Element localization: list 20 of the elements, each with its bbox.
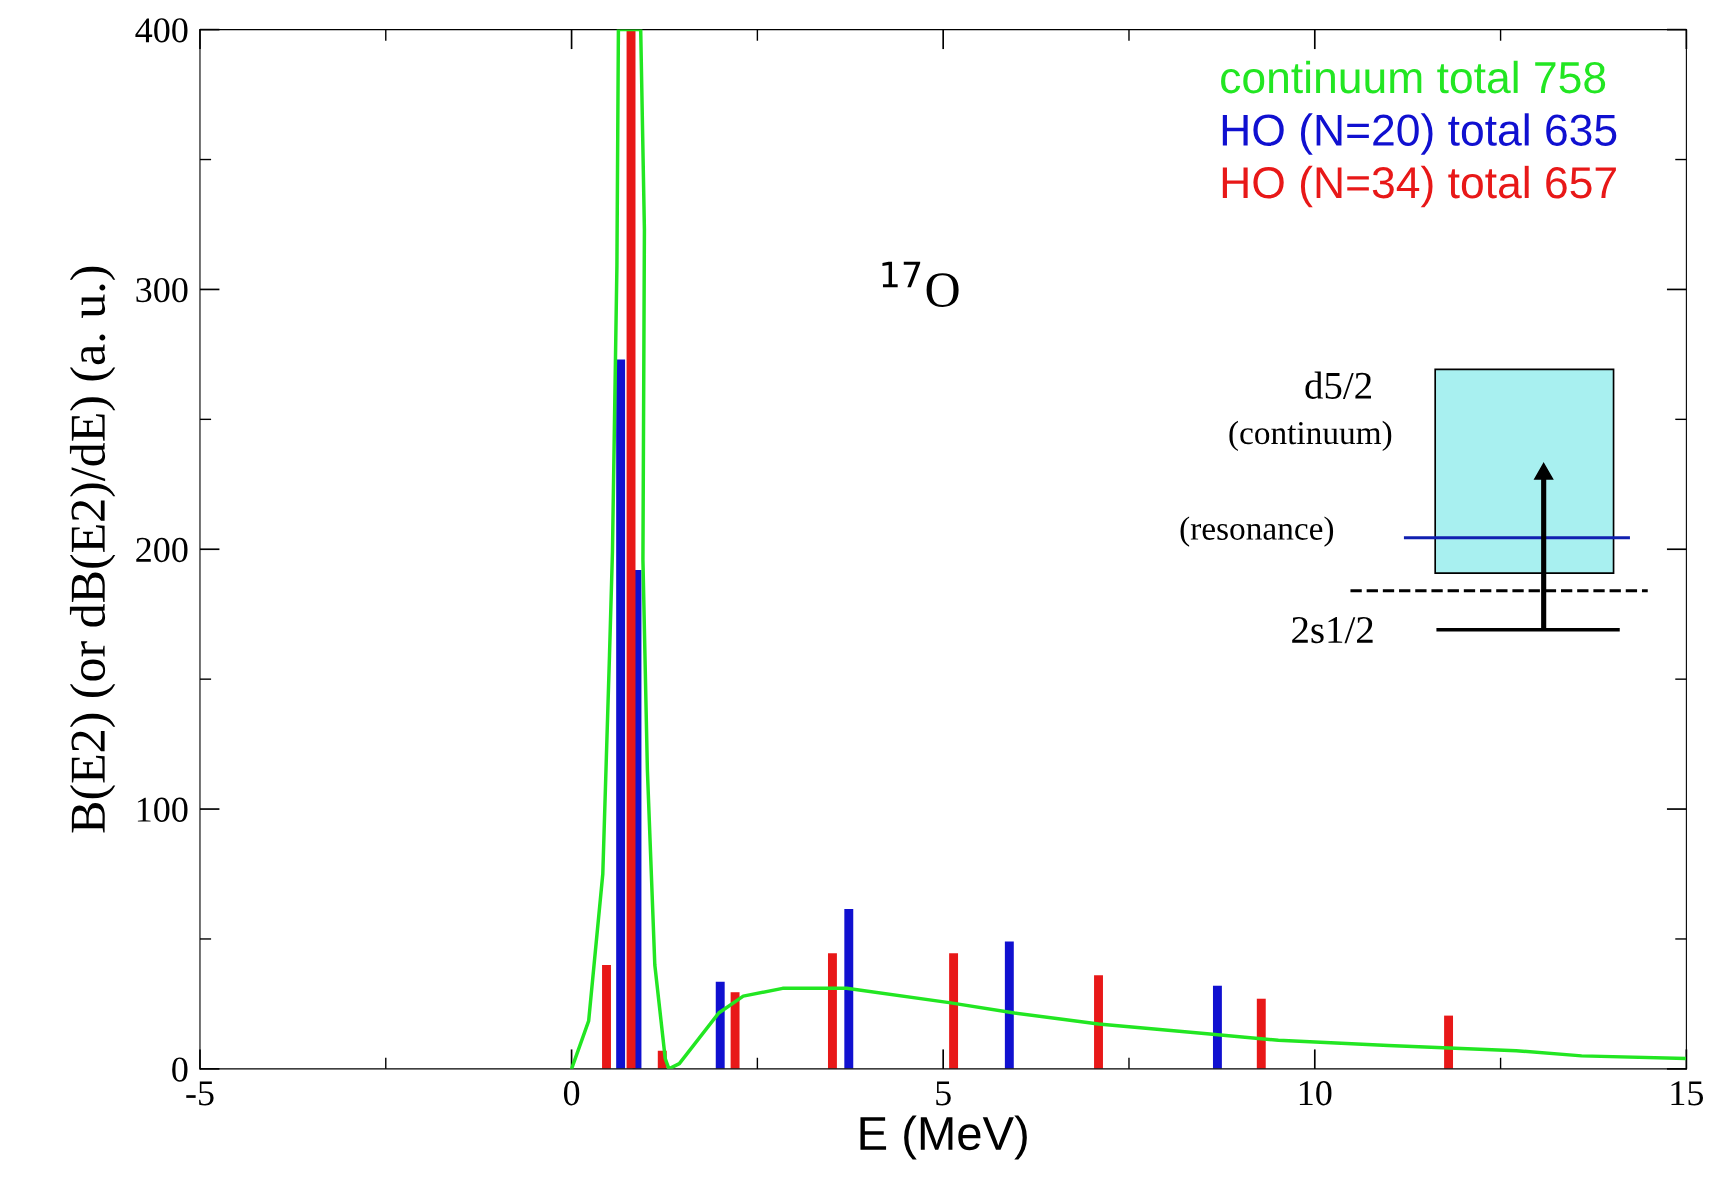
annotation: (continuum)	[1229, 420, 1392, 452]
y-tick-label: 0	[172, 1057, 188, 1082]
x-tick-label: 5	[936, 1081, 951, 1106]
x-tick-label: 10	[1299, 1081, 1332, 1106]
annotation: (resonance)	[1180, 516, 1334, 547]
x-tick-label: -5	[186, 1081, 214, 1106]
x-tick-label: 15	[1671, 1081, 1704, 1106]
text: continuum total 758	[1221, 60, 1606, 94]
text: HO (N=34) total 657	[1222, 165, 1616, 208]
y-tick-label: 100	[137, 797, 188, 822]
y-tick-label: 300	[136, 277, 188, 303]
y-tick-label: 200	[136, 537, 188, 563]
text: HO (N=20) total 635	[1222, 113, 1617, 155]
annotation: 2s1/2	[1292, 617, 1373, 644]
x-tick-label: 0	[563, 1081, 580, 1106]
y-axis-title: B(E2) (or dB(E2)/dE) (a. u.)	[69, 266, 116, 833]
annotation: $^{17}$O	[882, 261, 959, 307]
x-axis-title: E (MeV)	[860, 1115, 1027, 1160]
annotation: d5/2	[1305, 371, 1371, 399]
y-tick-label: 400	[135, 18, 188, 43]
